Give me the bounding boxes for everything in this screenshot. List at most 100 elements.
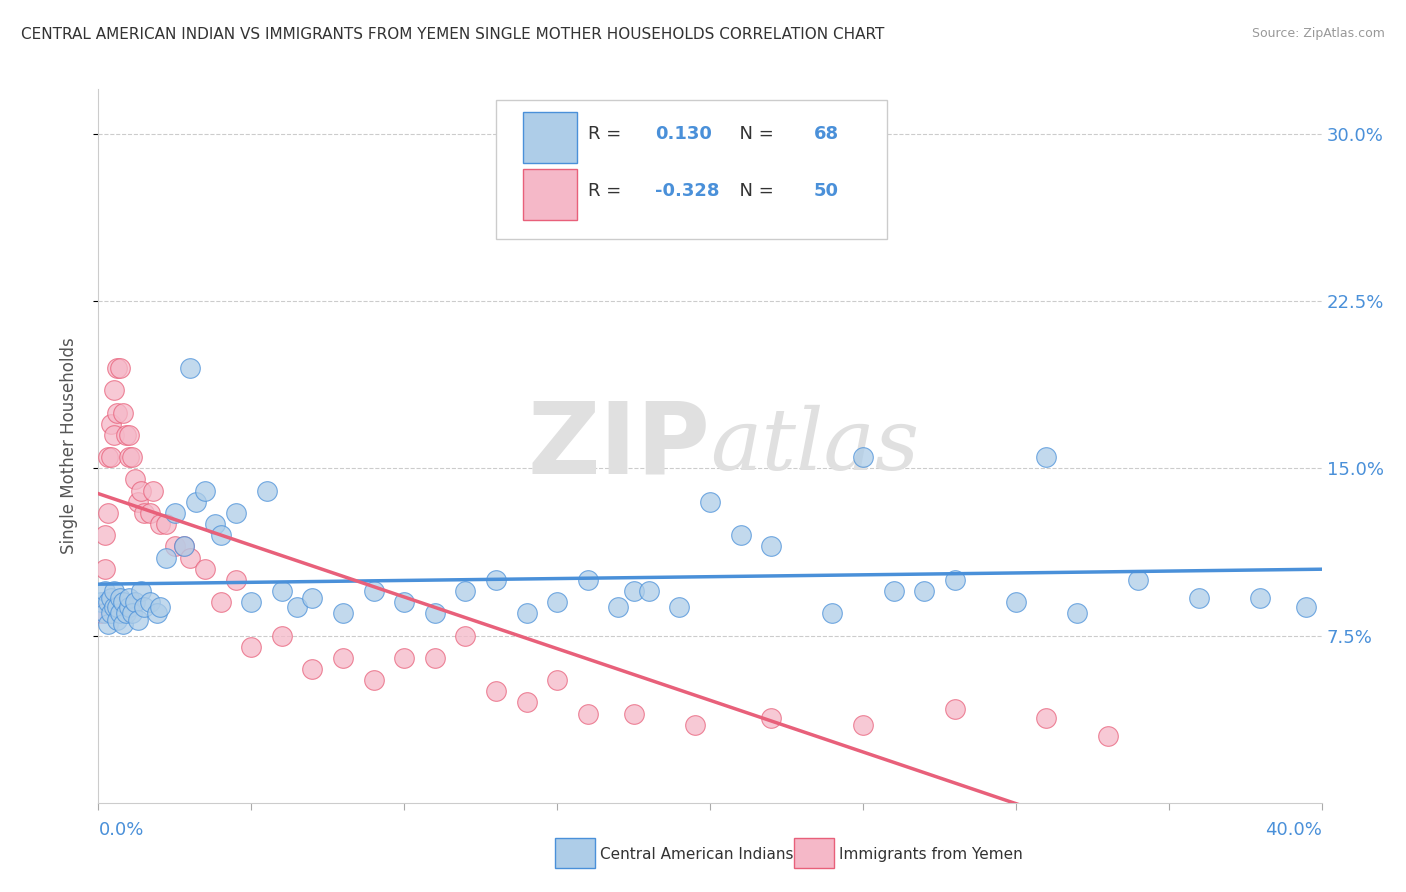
Point bbox=[1097, 729, 1119, 743]
Point bbox=[149, 599, 172, 614]
Point bbox=[100, 450, 122, 465]
Point bbox=[699, 494, 721, 508]
Point bbox=[1066, 607, 1088, 621]
Point bbox=[285, 599, 308, 614]
Text: Source: ZipAtlas.com: Source: ZipAtlas.com bbox=[1251, 27, 1385, 40]
Point bbox=[637, 583, 661, 598]
Point bbox=[943, 573, 966, 587]
Point bbox=[943, 702, 966, 716]
Point bbox=[516, 607, 538, 621]
Point bbox=[194, 562, 217, 576]
Point bbox=[363, 673, 385, 687]
Point bbox=[111, 405, 134, 420]
Point bbox=[97, 506, 120, 520]
Point bbox=[225, 573, 247, 587]
Point bbox=[821, 607, 844, 621]
Point bbox=[103, 599, 125, 614]
Text: Immigrants from Yemen: Immigrants from Yemen bbox=[839, 847, 1024, 862]
Point bbox=[118, 427, 141, 442]
Point bbox=[111, 595, 134, 609]
Point bbox=[155, 517, 177, 532]
Point bbox=[332, 607, 354, 621]
Point bbox=[209, 528, 232, 542]
Point bbox=[111, 617, 134, 632]
Point bbox=[127, 613, 149, 627]
Point bbox=[115, 427, 138, 442]
Text: 0.130: 0.130 bbox=[655, 125, 711, 143]
Point bbox=[683, 717, 706, 731]
Point bbox=[423, 651, 446, 665]
Point bbox=[852, 450, 875, 465]
Text: atlas: atlas bbox=[710, 405, 920, 487]
Point bbox=[485, 573, 508, 587]
Point bbox=[93, 607, 115, 621]
Point bbox=[93, 528, 115, 542]
Point bbox=[546, 673, 568, 687]
Point bbox=[759, 539, 782, 553]
Point bbox=[103, 384, 125, 398]
Point bbox=[623, 583, 645, 598]
Point bbox=[270, 583, 292, 598]
Text: N =: N = bbox=[728, 125, 780, 143]
Point bbox=[100, 591, 122, 605]
Point bbox=[118, 450, 141, 465]
Point bbox=[485, 684, 508, 698]
Point bbox=[142, 483, 165, 498]
Point bbox=[124, 595, 146, 609]
Point bbox=[194, 483, 217, 498]
Point bbox=[163, 506, 186, 520]
Point bbox=[118, 591, 141, 605]
Point bbox=[270, 628, 292, 642]
Point bbox=[97, 450, 120, 465]
Point bbox=[623, 706, 645, 721]
Point bbox=[100, 607, 122, 621]
Point bbox=[912, 583, 935, 598]
Point bbox=[105, 613, 128, 627]
Point bbox=[155, 550, 177, 565]
Point bbox=[129, 483, 152, 498]
Point bbox=[1295, 599, 1317, 614]
Point bbox=[576, 706, 599, 721]
FancyBboxPatch shape bbox=[523, 169, 576, 219]
Point bbox=[1035, 450, 1057, 465]
Point bbox=[108, 591, 131, 605]
FancyBboxPatch shape bbox=[496, 100, 887, 239]
Point bbox=[139, 595, 162, 609]
Point bbox=[127, 494, 149, 508]
Point bbox=[149, 517, 172, 532]
Point bbox=[186, 494, 208, 508]
Point bbox=[392, 651, 416, 665]
Point bbox=[93, 583, 115, 598]
Text: CENTRAL AMERICAN INDIAN VS IMMIGRANTS FROM YEMEN SINGLE MOTHER HOUSEHOLDS CORREL: CENTRAL AMERICAN INDIAN VS IMMIGRANTS FR… bbox=[21, 27, 884, 42]
Point bbox=[100, 417, 122, 431]
Y-axis label: Single Mother Households: Single Mother Households bbox=[59, 338, 77, 554]
Point bbox=[363, 583, 385, 598]
Point bbox=[145, 607, 167, 621]
Point bbox=[883, 583, 905, 598]
Point bbox=[576, 573, 599, 587]
Point bbox=[118, 599, 141, 614]
Text: 40.0%: 40.0% bbox=[1265, 821, 1322, 838]
Point bbox=[392, 595, 416, 609]
Point bbox=[97, 617, 120, 632]
Point bbox=[173, 539, 195, 553]
Point bbox=[301, 591, 323, 605]
Point bbox=[134, 506, 156, 520]
Point bbox=[134, 599, 156, 614]
Text: -0.328: -0.328 bbox=[655, 182, 720, 200]
Point bbox=[105, 599, 128, 614]
Text: 68: 68 bbox=[814, 125, 839, 143]
Point bbox=[423, 607, 446, 621]
Point bbox=[129, 583, 152, 598]
Point bbox=[759, 711, 782, 725]
Point bbox=[124, 473, 146, 487]
Point bbox=[115, 607, 138, 621]
Point bbox=[240, 640, 263, 654]
Point bbox=[108, 607, 131, 621]
Text: R =: R = bbox=[588, 182, 627, 200]
Point bbox=[225, 506, 247, 520]
Point bbox=[240, 595, 263, 609]
Point bbox=[90, 607, 112, 621]
Point bbox=[105, 405, 128, 420]
Point bbox=[454, 583, 477, 598]
